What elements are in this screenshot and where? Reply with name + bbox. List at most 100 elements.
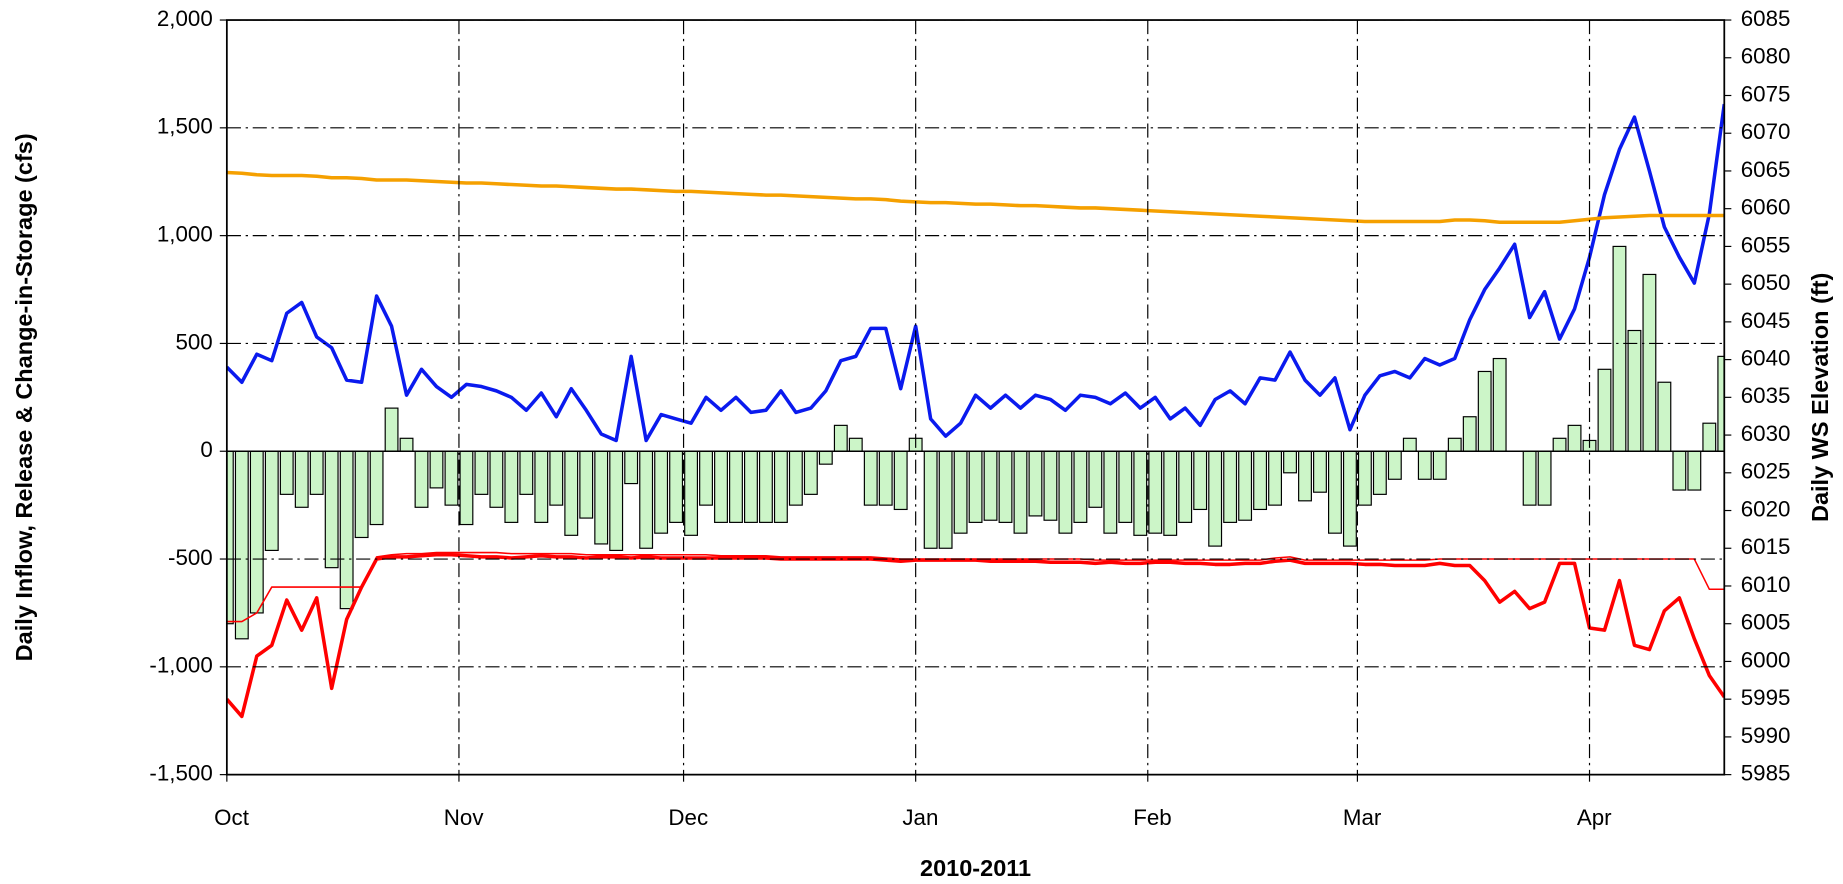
storage-bar <box>684 450 699 536</box>
x-tick-label: Apr <box>1577 805 1612 830</box>
storage-bar <box>234 450 249 640</box>
y2-tick-label: 6040 <box>1741 346 1791 371</box>
y-tick-label: -500 <box>168 545 213 570</box>
y-tick-label: -1,500 <box>149 761 212 786</box>
storage-bar <box>1642 273 1657 452</box>
y2-tick-label: 6055 <box>1741 232 1791 257</box>
storage-bar <box>594 450 609 545</box>
storage-bar <box>1342 450 1357 547</box>
storage-bar <box>504 450 519 523</box>
storage-bar <box>459 450 474 526</box>
storage-bar <box>1253 450 1268 511</box>
storage-bar <box>1298 450 1312 502</box>
y-tick-label: 1,500 <box>157 114 213 139</box>
storage-bar <box>1193 450 1208 511</box>
series-line <box>226 552 1725 719</box>
y-tick-label: 2,000 <box>157 6 213 31</box>
storage-bar <box>264 450 279 551</box>
storage-bar <box>1447 437 1462 452</box>
storage-bar <box>609 450 624 551</box>
storage-bar <box>1627 329 1642 452</box>
storage-bar <box>654 450 669 534</box>
storage-bar <box>1118 450 1133 523</box>
storage-bar <box>1328 450 1342 534</box>
storage-bar <box>1417 450 1432 480</box>
y2-tick-label: 6050 <box>1741 270 1791 295</box>
storage-bar <box>1208 450 1223 547</box>
storage-bar <box>1178 450 1193 523</box>
x-tick-label: Dec <box>668 805 708 830</box>
storage-bar <box>1672 450 1687 491</box>
storage-bar <box>1028 450 1043 517</box>
storage-bar <box>534 450 549 523</box>
storage-bar <box>324 450 339 569</box>
storage-bar <box>1133 450 1148 536</box>
storage-bar <box>878 450 893 506</box>
x-tick-label: Mar <box>1343 805 1382 830</box>
series-line <box>226 103 1725 443</box>
y2-tick-label: 5990 <box>1741 723 1791 748</box>
storage-bar <box>1522 450 1537 506</box>
series-line <box>226 551 1725 623</box>
storage-bar <box>309 450 324 495</box>
storage-bar <box>1597 368 1612 452</box>
y-tick-label: 1,000 <box>157 222 213 247</box>
storage-bar <box>579 450 594 519</box>
storage-bar <box>489 450 504 508</box>
y-axis-title: Daily Inflow, Release & Change-in-Storag… <box>11 133 37 661</box>
storage-bar <box>1313 450 1327 493</box>
y2-tick-label: 6065 <box>1741 157 1791 182</box>
storage-bar <box>863 450 878 506</box>
storage-bar <box>1043 450 1058 521</box>
storage-bar <box>983 450 998 521</box>
y2-tick-label: 6070 <box>1741 119 1791 144</box>
storage-bar <box>1402 437 1417 452</box>
storage-bar <box>1163 450 1178 536</box>
storage-bar <box>399 437 414 452</box>
storage-bar <box>699 450 713 506</box>
storage-bar <box>354 450 369 539</box>
x-tick-label: Nov <box>444 805 485 830</box>
storage-bar <box>1058 450 1073 534</box>
series-line <box>226 170 1725 225</box>
storage-bar <box>1702 422 1717 452</box>
storage-bar <box>1477 370 1492 452</box>
y2-tick-label: 6075 <box>1741 81 1791 106</box>
storage-bar <box>1552 437 1567 452</box>
storage-bar <box>1148 450 1163 534</box>
y2-tick-label: 6080 <box>1741 44 1791 69</box>
storage-bar <box>639 450 654 549</box>
x-tick-label: Jan <box>902 805 938 830</box>
storage-bar <box>923 450 938 549</box>
storage-bar <box>474 450 489 495</box>
storage-bar <box>744 450 758 523</box>
y-tick-label: 500 <box>175 329 212 354</box>
y2-tick-label: 6005 <box>1741 610 1791 635</box>
y2-tick-label: 6025 <box>1741 459 1791 484</box>
y2-tick-label: 6000 <box>1741 647 1791 672</box>
storage-bar <box>1088 450 1103 508</box>
storage-bar <box>1567 424 1582 452</box>
storage-bar <box>1223 450 1238 523</box>
storage-bar <box>519 450 534 495</box>
storage-bar <box>953 450 968 534</box>
storage-bar <box>1283 450 1297 474</box>
storage-bar <box>1372 450 1387 495</box>
storage-bar <box>669 450 684 523</box>
storage-bar <box>803 450 818 495</box>
y2-tick-label: 6085 <box>1741 6 1791 31</box>
storage-bar <box>1357 450 1372 506</box>
y2-tick-label: 6045 <box>1741 308 1791 333</box>
storage-bar <box>444 450 459 506</box>
x-axis-title: 2010-2011 <box>920 855 1031 881</box>
storage-bar <box>414 450 429 508</box>
storage-bar <box>549 450 564 506</box>
storage-bar <box>818 450 833 465</box>
storage-bar <box>714 450 728 523</box>
storage-bar <box>369 450 384 526</box>
storage-bar <box>938 450 953 549</box>
storage-bar <box>998 450 1013 523</box>
y2-tick-label: 6060 <box>1741 195 1791 220</box>
y2-tick-label: 6035 <box>1741 383 1791 408</box>
y2-tick-label: 6030 <box>1741 421 1791 446</box>
